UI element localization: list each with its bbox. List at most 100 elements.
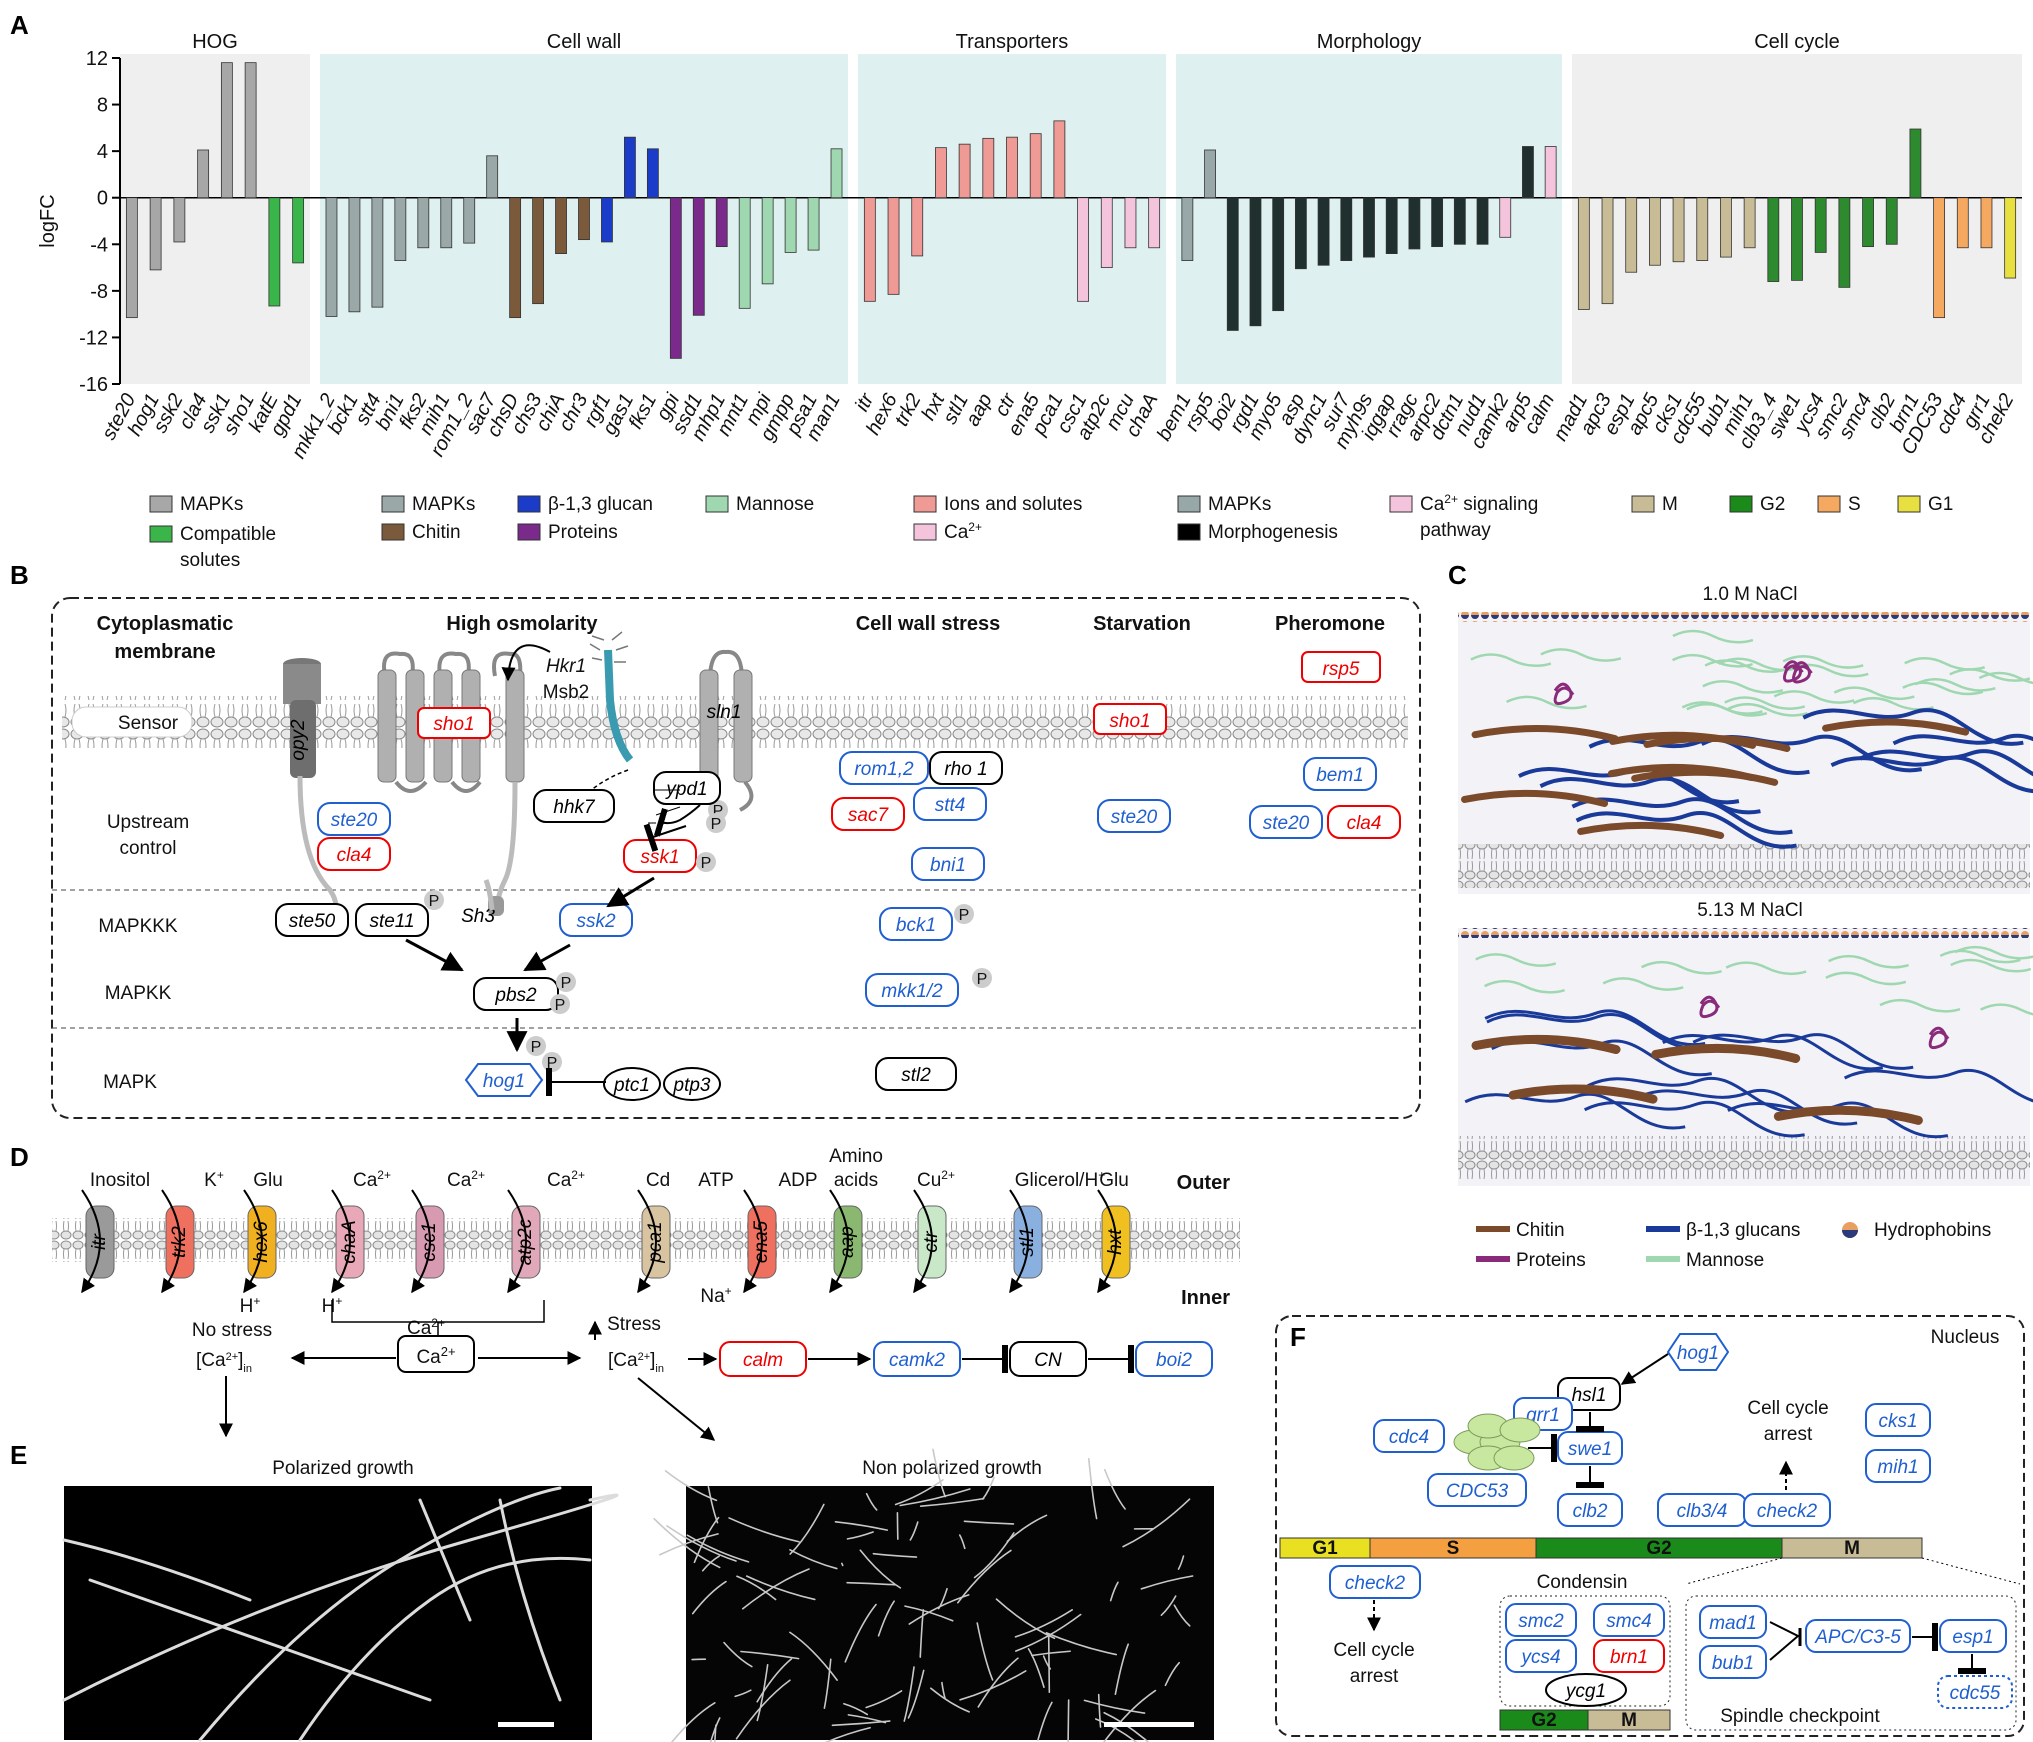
bar-myo5 bbox=[1272, 197, 1285, 312]
hypha bbox=[1015, 1613, 1082, 1652]
spindle-checkpoint-label: Spindle checkpoint bbox=[1720, 1706, 1880, 1727]
bar-hog1 bbox=[149, 197, 162, 271]
sho1-starvation-label: sho1 bbox=[1109, 711, 1150, 732]
glucan-strand bbox=[1464, 1092, 1686, 1130]
bar-gpd1 bbox=[292, 197, 305, 264]
legend-swatch bbox=[1817, 495, 1841, 513]
clb2-label: clb2 bbox=[1573, 1501, 1608, 1522]
chitin-fiber bbox=[1577, 821, 1725, 839]
bar-cla4 bbox=[197, 149, 210, 199]
bar-gmpp bbox=[784, 197, 797, 253]
col-header-pheromone: Pheromone bbox=[1275, 613, 1385, 635]
sh3-label: Sh3 bbox=[461, 906, 495, 927]
scale-bar-left bbox=[498, 1722, 554, 1727]
row-label-control: control bbox=[119, 838, 176, 859]
mannose-strand bbox=[1672, 653, 1753, 668]
bem1-node bbox=[1303, 757, 1377, 791]
ssk2-node bbox=[559, 903, 633, 937]
legend-label: MAPKs bbox=[1208, 494, 1271, 515]
sho1-label: sho1 bbox=[433, 714, 474, 735]
glycerol-label: Glicerol/H+ bbox=[1015, 1168, 1105, 1191]
hypha bbox=[973, 1532, 1015, 1579]
bar-stl1 bbox=[958, 143, 971, 199]
bar-chs3 bbox=[532, 197, 544, 305]
clb2-node bbox=[1557, 1493, 1623, 1527]
bar-rgd1 bbox=[1249, 197, 1262, 327]
bar-hxt bbox=[935, 147, 947, 199]
transport-arrow bbox=[913, 1189, 933, 1294]
ssk1-label: ssk1 bbox=[640, 847, 679, 868]
bar-trk2 bbox=[911, 197, 924, 257]
phospho-label: P bbox=[555, 997, 566, 1014]
bar-ste20 bbox=[125, 197, 138, 319]
bar-mih1 bbox=[440, 197, 453, 249]
phospho-circle bbox=[424, 890, 444, 910]
hypha bbox=[1027, 1648, 1045, 1689]
group-title: Cell wall bbox=[547, 31, 621, 53]
outer-label: Outer bbox=[1177, 1172, 1231, 1194]
col-header-membrane: membrane bbox=[114, 641, 215, 663]
hypha bbox=[198, 1486, 562, 1742]
chitin-fiber bbox=[1773, 1105, 1923, 1125]
hypha bbox=[1122, 1498, 1191, 1548]
cdc53-node bbox=[1427, 1473, 1527, 1507]
bar-itr bbox=[863, 197, 876, 302]
sln1-label: sln1 bbox=[707, 702, 742, 723]
chitin-fiber bbox=[1471, 725, 1619, 743]
legend-label: Proteins bbox=[548, 522, 618, 543]
glucan-strand bbox=[1662, 1033, 1884, 1071]
bar-clb2 bbox=[1885, 197, 1898, 245]
legend-swatch bbox=[1646, 1226, 1680, 1232]
ssk1-node bbox=[623, 839, 697, 873]
legend-label: β-1,3 glucan bbox=[548, 494, 653, 515]
phospho-label: P bbox=[429, 893, 440, 910]
mannose-strand bbox=[1782, 655, 1864, 669]
legend-label: MAPKs bbox=[412, 494, 475, 515]
mannose-strand bbox=[1686, 702, 1768, 717]
panel-letter-d: D bbox=[10, 1142, 29, 1172]
hypha bbox=[418, 1498, 472, 1622]
hypha bbox=[1177, 1555, 1185, 1570]
row-label-upstream: Upstream bbox=[107, 812, 189, 833]
hydrophobin-layer bbox=[1458, 612, 2030, 622]
bem1-label: bem1 bbox=[1316, 765, 1364, 786]
glucan-strand bbox=[1575, 811, 1797, 849]
hsl1-node bbox=[1557, 1377, 1621, 1411]
col-header-starvation: Starvation bbox=[1093, 613, 1191, 635]
nucleus-box bbox=[1275, 1315, 2025, 1737]
y-tick-label: -16 bbox=[79, 374, 108, 396]
amino-acids-label-2: acids bbox=[834, 1170, 878, 1191]
bar-gas1 bbox=[624, 136, 636, 199]
ycs4-label: ycs4 bbox=[1519, 1647, 1560, 1668]
bar-iqgap bbox=[1385, 197, 1398, 254]
hypha bbox=[959, 1670, 1027, 1701]
bar-asp bbox=[1294, 197, 1307, 270]
hypha bbox=[1047, 1634, 1051, 1693]
hypha bbox=[666, 1525, 737, 1562]
legend-label: MAPKs bbox=[180, 494, 243, 515]
bar-sac7 bbox=[486, 155, 499, 199]
non-polarized-growth-label: Non polarized growth bbox=[862, 1458, 1042, 1479]
hypha bbox=[693, 1516, 720, 1564]
scf-complex bbox=[1493, 1445, 1535, 1471]
micrograph-non-polarized bbox=[653, 1448, 1214, 1742]
cla4b-node bbox=[1327, 805, 1401, 839]
legend-label: Ca2+ bbox=[944, 520, 982, 543]
legend-swatch bbox=[1476, 1226, 1510, 1232]
hypha bbox=[976, 1622, 994, 1681]
mannose-strand bbox=[1602, 977, 1684, 991]
sho1-starvation-box bbox=[1093, 703, 1167, 735]
smc4-node bbox=[1593, 1603, 1665, 1637]
pbs2-label: pbs2 bbox=[494, 985, 537, 1006]
hypha bbox=[1160, 1595, 1177, 1616]
pbs2-node bbox=[473, 977, 559, 1011]
hog1-label: hog1 bbox=[483, 1071, 525, 1092]
hypha bbox=[1067, 1699, 1070, 1742]
row-label-sensor: Sensor bbox=[118, 713, 179, 734]
panel-letter-f: F bbox=[1290, 1322, 1306, 1352]
transport-arrow bbox=[243, 1189, 263, 1294]
legend-label: β-1,3 glucans bbox=[1686, 1220, 1800, 1241]
ste11-pbs2-arrow bbox=[405, 938, 464, 972]
legend-swatch bbox=[1476, 1256, 1510, 1262]
bar-chaA bbox=[1148, 197, 1161, 249]
